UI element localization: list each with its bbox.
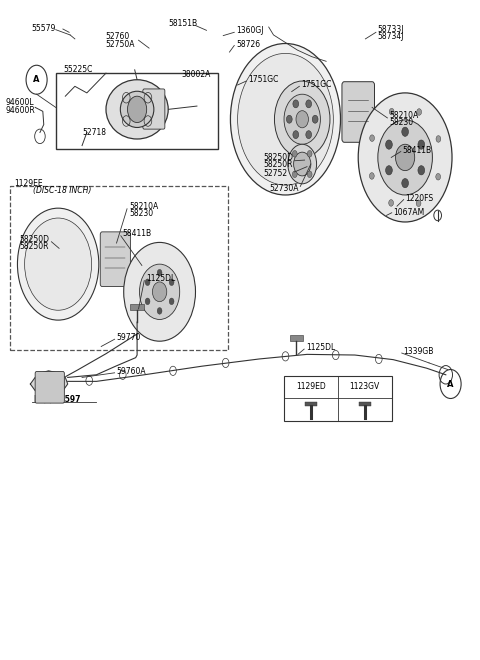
Text: 59770: 59770 (117, 333, 141, 343)
Text: A: A (33, 75, 40, 84)
Circle shape (417, 109, 421, 116)
Polygon shape (30, 371, 68, 396)
Circle shape (385, 140, 392, 149)
Text: 55579: 55579 (32, 24, 56, 33)
Ellipse shape (106, 80, 168, 139)
FancyBboxPatch shape (284, 376, 392, 421)
Circle shape (402, 127, 408, 137)
Circle shape (24, 218, 92, 310)
Text: 58210A: 58210A (129, 202, 158, 211)
Text: A: A (447, 379, 454, 389)
Circle shape (124, 242, 195, 341)
Circle shape (418, 140, 425, 149)
Circle shape (418, 166, 425, 175)
Text: 58210A: 58210A (389, 111, 419, 120)
Circle shape (153, 282, 167, 302)
Circle shape (385, 166, 392, 175)
Text: 52730A: 52730A (270, 184, 299, 193)
Circle shape (378, 120, 432, 195)
Text: 58230: 58230 (389, 118, 413, 127)
Text: 58230: 58230 (129, 209, 153, 218)
Ellipse shape (120, 91, 154, 127)
Circle shape (17, 208, 99, 320)
Circle shape (389, 199, 394, 206)
FancyBboxPatch shape (143, 89, 165, 129)
FancyBboxPatch shape (342, 82, 374, 143)
Circle shape (306, 131, 312, 139)
Circle shape (294, 152, 311, 176)
Circle shape (169, 298, 174, 305)
Text: 94600L: 94600L (5, 98, 34, 108)
Text: 94600R: 94600R (5, 106, 35, 115)
Circle shape (296, 111, 309, 128)
Text: 58733J: 58733J (378, 25, 404, 34)
FancyBboxPatch shape (305, 402, 317, 407)
Circle shape (287, 115, 292, 123)
Text: (DISC-18 INCH): (DISC-18 INCH) (33, 186, 92, 195)
Text: 58250D: 58250D (20, 234, 50, 244)
Circle shape (169, 279, 174, 286)
Circle shape (306, 100, 312, 108)
Circle shape (389, 108, 394, 115)
Circle shape (416, 200, 421, 207)
Text: 52750A: 52750A (105, 40, 134, 49)
FancyBboxPatch shape (131, 304, 144, 310)
Text: 1220FS: 1220FS (406, 194, 434, 203)
Text: 55225C: 55225C (63, 65, 92, 75)
Text: 1123GV: 1123GV (349, 382, 380, 391)
Circle shape (436, 174, 441, 180)
Text: 58411B: 58411B (403, 146, 432, 154)
Circle shape (275, 81, 330, 158)
Text: 52718: 52718 (82, 128, 106, 137)
Circle shape (402, 178, 408, 187)
Circle shape (307, 150, 312, 157)
Circle shape (157, 269, 162, 276)
Text: 59760A: 59760A (117, 367, 146, 376)
Circle shape (370, 173, 374, 180)
Circle shape (358, 93, 452, 222)
Text: 58726: 58726 (236, 40, 260, 49)
Circle shape (128, 96, 147, 123)
Text: 1360GJ: 1360GJ (236, 26, 264, 35)
Text: 1751GC: 1751GC (249, 75, 279, 84)
Text: 1339GB: 1339GB (404, 346, 434, 356)
Circle shape (288, 145, 317, 183)
Circle shape (293, 100, 299, 108)
Text: 58250D: 58250D (263, 153, 293, 162)
FancyBboxPatch shape (290, 335, 303, 341)
Circle shape (284, 94, 321, 145)
Text: 1129ED: 1129ED (296, 382, 326, 391)
Text: 58250R: 58250R (20, 242, 49, 251)
Circle shape (145, 279, 150, 286)
Circle shape (238, 53, 333, 185)
Circle shape (140, 264, 180, 319)
Text: 58411B: 58411B (123, 229, 152, 238)
Circle shape (396, 145, 415, 171)
Circle shape (312, 115, 318, 123)
Text: 38002A: 38002A (181, 70, 211, 79)
Circle shape (436, 136, 441, 143)
Circle shape (370, 135, 374, 141)
Text: 1125DL: 1125DL (147, 274, 176, 283)
Text: 52760: 52760 (105, 32, 129, 42)
Circle shape (292, 171, 297, 178)
FancyBboxPatch shape (35, 372, 64, 403)
Text: 52752: 52752 (263, 170, 287, 178)
FancyBboxPatch shape (359, 402, 371, 407)
Text: 1129EE: 1129EE (14, 180, 43, 188)
Circle shape (145, 298, 150, 305)
Circle shape (292, 150, 297, 157)
Text: 58151B: 58151B (168, 19, 197, 28)
Text: 1125DL: 1125DL (306, 343, 336, 352)
Circle shape (293, 131, 299, 139)
Text: 1067AM: 1067AM (393, 209, 424, 217)
FancyBboxPatch shape (100, 232, 131, 286)
Circle shape (157, 308, 162, 314)
Circle shape (307, 171, 312, 178)
Text: 58734J: 58734J (378, 32, 404, 42)
Circle shape (230, 44, 340, 195)
Text: 58250R: 58250R (263, 160, 292, 169)
Text: 1751GC: 1751GC (301, 81, 332, 90)
Text: REF.58-597: REF.58-597 (33, 395, 81, 404)
